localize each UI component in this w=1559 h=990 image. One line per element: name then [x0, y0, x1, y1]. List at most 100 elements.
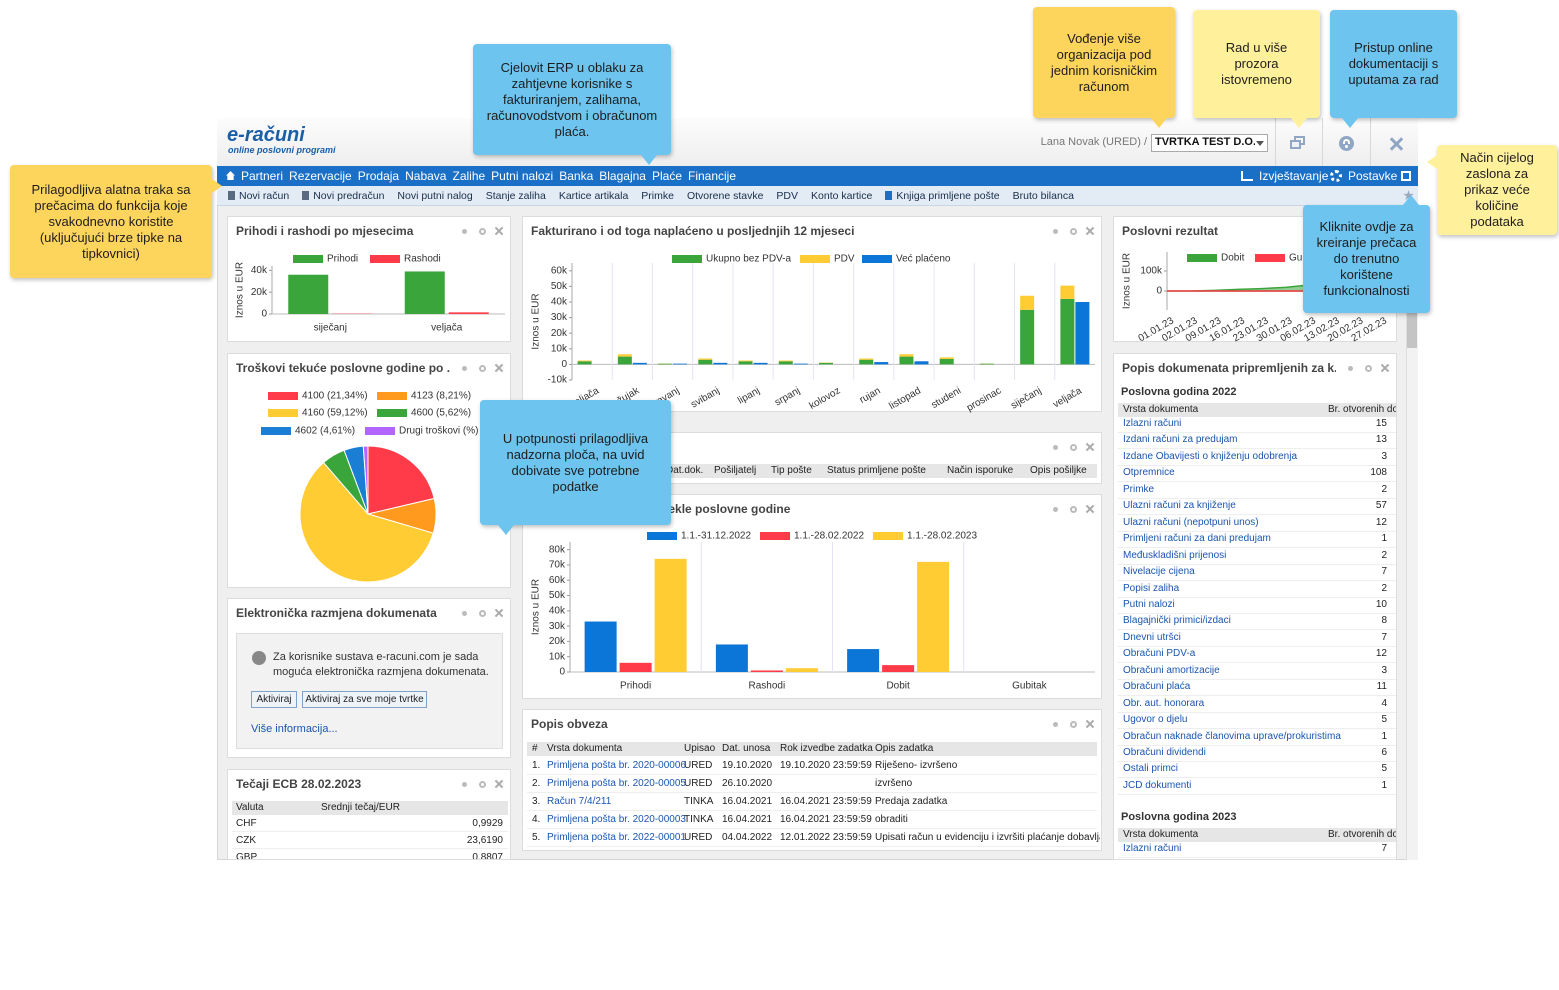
- link[interactable]: Primljena pošta br. 2020-00006: [547, 760, 686, 771]
- toolbar-item[interactable]: PDV: [776, 186, 798, 206]
- toolbar-item[interactable]: Otvorene stavke: [687, 186, 763, 206]
- toolbar-item[interactable]: Knjiga primljene pošte: [885, 186, 1000, 206]
- widget-edit[interactable]: [1053, 722, 1058, 727]
- link[interactable]: Ulazni računi (nepotpuni unos): [1123, 516, 1259, 528]
- menu-item[interactable]: Plaće: [651, 169, 682, 183]
- link[interactable]: Izlazni računi: [1123, 418, 1182, 429]
- link[interactable]: Blagajnički primici/izdaci: [1123, 615, 1231, 627]
- toolbar-item[interactable]: Konto kartice: [811, 186, 872, 206]
- link[interactable]: Putni nalozi: [1123, 598, 1175, 610]
- widget-refresh[interactable]: [479, 228, 486, 235]
- menu-item[interactable]: Rezervacije: [289, 169, 352, 183]
- widget-refresh[interactable]: [479, 781, 486, 788]
- link[interactable]: Otpremnice: [1123, 467, 1175, 479]
- menu-item[interactable]: Partneri: [241, 169, 284, 183]
- widget-close[interactable]: [1085, 504, 1095, 514]
- widget-edit[interactable]: [1348, 366, 1353, 371]
- toolbar-item[interactable]: Primke: [641, 186, 674, 206]
- close-button[interactable]: [1388, 136, 1404, 152]
- menu-item[interactable]: Blagajna: [599, 169, 646, 183]
- button[interactable]: Aktiviraj: [251, 691, 297, 708]
- menu-item[interactable]: Prodaja: [357, 169, 400, 183]
- toolbar-item[interactable]: Novi račun: [228, 186, 289, 206]
- link[interactable]: Obračun naknade članovima uprave/prokuri…: [1123, 730, 1341, 742]
- link[interactable]: Nivelacije cijena: [1123, 566, 1195, 578]
- link[interactable]: Popisi zaliha: [1123, 582, 1180, 594]
- widget-edit[interactable]: [1053, 507, 1058, 512]
- widget-edit[interactable]: [462, 366, 467, 371]
- windows-button[interactable]: [1290, 136, 1306, 150]
- link[interactable]: Međuskladišni prijenosi: [1123, 549, 1227, 561]
- link[interactable]: Primljena pošta br. 2022-00001: [547, 832, 686, 843]
- widget-refresh[interactable]: [479, 610, 486, 617]
- link[interactable]: Ostali primci: [1123, 763, 1179, 775]
- toolbar-label[interactable]: Novi putni nalog: [397, 190, 473, 202]
- home-icon[interactable]: [226, 171, 235, 180]
- link[interactable]: Primljena pošta br. 2020-00003: [547, 814, 686, 825]
- menu-item[interactable]: Banka: [559, 169, 594, 183]
- link[interactable]: Obračuni dividendi: [1123, 747, 1206, 758]
- toolbar-item[interactable]: Novi predračun: [302, 186, 384, 206]
- link[interactable]: Izlazni računi: [1123, 843, 1182, 854]
- link[interactable]: Obračuni PDV-a: [1123, 648, 1196, 660]
- widget-close[interactable]: [1085, 226, 1095, 236]
- toolbar-label[interactable]: Stanje zaliha: [485, 190, 546, 202]
- toolbar-label[interactable]: PDV: [776, 190, 799, 202]
- widget-refresh[interactable]: [1070, 506, 1077, 513]
- toolbar-label[interactable]: Knjiga primljene pošte: [896, 190, 1000, 202]
- widget-refresh[interactable]: [479, 365, 486, 372]
- toolbar-label[interactable]: Novi račun: [239, 190, 290, 202]
- menu-item[interactable]: Putni nalozi: [491, 169, 554, 183]
- menu-item[interactable]: Financije: [688, 169, 737, 183]
- widget-refresh[interactable]: [1070, 228, 1077, 235]
- toolbar-item[interactable]: Novi putni nalog: [397, 186, 472, 206]
- link[interactable]: Primke: [1123, 483, 1155, 495]
- fullscreen-button[interactable]: [1401, 171, 1411, 181]
- widget-edit[interactable]: [462, 782, 467, 787]
- menu-item[interactable]: Postavke: [1348, 169, 1398, 183]
- link[interactable]: Ugovor o djelu: [1123, 714, 1188, 726]
- widget-edit[interactable]: [1053, 229, 1058, 234]
- toolbar-label[interactable]: Primke: [641, 190, 674, 202]
- widget-edit[interactable]: [1053, 445, 1058, 450]
- link[interactable]: Primljena pošta br. 2020-00005: [547, 778, 686, 789]
- widget-close[interactable]: [494, 779, 504, 789]
- toolbar-item[interactable]: Bruto bilanca: [1013, 186, 1074, 206]
- toolbar-label[interactable]: Kartice artikala: [558, 190, 629, 202]
- toolbar-item[interactable]: Kartice artikala: [559, 186, 628, 206]
- link[interactable]: Primljeni računi za dani predujam: [1123, 533, 1271, 545]
- toolbar-label[interactable]: Novi predračun: [313, 190, 385, 202]
- link[interactable]: Obračuni amortizacije: [1123, 664, 1220, 676]
- link[interactable]: Izdane Obavijesti o knjiženju odobrenja: [1123, 450, 1297, 462]
- link[interactable]: Više informacija...: [251, 723, 338, 735]
- company-select[interactable]: TVRTKA TEST D.O.O.: [1151, 134, 1268, 152]
- menu-item[interactable]: Zalihe: [452, 169, 486, 183]
- widget-refresh[interactable]: [1365, 365, 1372, 372]
- widget-close[interactable]: [1380, 363, 1390, 373]
- widget-edit[interactable]: [462, 229, 467, 234]
- widget-close[interactable]: [1085, 442, 1095, 452]
- link[interactable]: Obr. aut. honorara: [1123, 697, 1205, 709]
- toolbar-label[interactable]: Otvorene stavke: [686, 190, 764, 202]
- widget-edit[interactable]: [462, 611, 467, 616]
- widget-close[interactable]: [494, 608, 504, 618]
- widget-close[interactable]: [1085, 719, 1095, 729]
- link[interactable]: Obračuni plaća: [1123, 681, 1191, 693]
- link[interactable]: JCD dokumenti: [1123, 779, 1192, 791]
- widget-refresh[interactable]: [1070, 721, 1077, 728]
- menu-item[interactable]: Izvještavanje: [1259, 169, 1329, 183]
- menu-item[interactable]: Nabava: [405, 169, 447, 183]
- help-button[interactable]: [1339, 136, 1354, 151]
- link[interactable]: Dnevni utršci: [1123, 631, 1181, 643]
- toolbar-item[interactable]: Stanje zaliha: [486, 186, 546, 206]
- report-icon[interactable]: [1241, 171, 1253, 181]
- link[interactable]: Račun 7/4/211: [547, 796, 612, 807]
- settings-icon[interactable]: [1330, 170, 1342, 182]
- link[interactable]: Ulazni računi za knjiženje: [1123, 500, 1236, 512]
- widget-refresh[interactable]: [1070, 444, 1077, 451]
- toolbar-label[interactable]: Bruto bilanca: [1012, 190, 1074, 202]
- toolbar-label[interactable]: Konto kartice: [811, 190, 873, 202]
- widget-close[interactable]: [494, 363, 504, 373]
- link[interactable]: Izdani računi za predujam: [1123, 434, 1238, 446]
- widget-close[interactable]: [494, 226, 504, 236]
